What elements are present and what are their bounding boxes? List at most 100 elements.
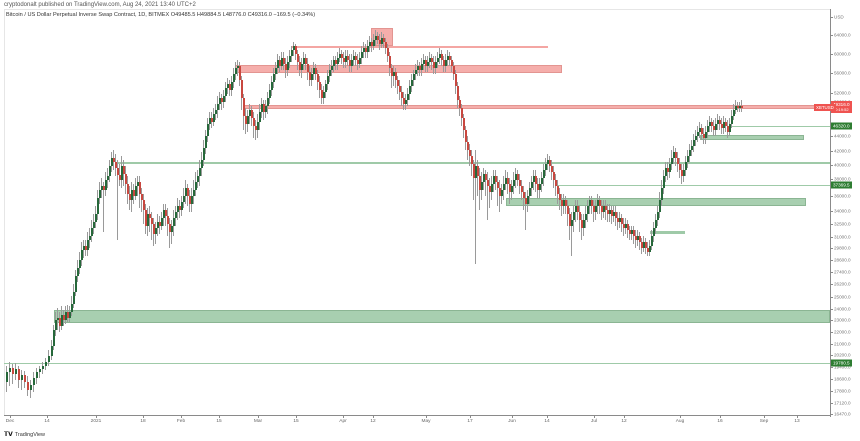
price-tick-label: 34000.0 <box>834 208 851 214</box>
publisher-line: cryptodonalt published on TradingView.co… <box>4 2 196 8</box>
candle-body <box>728 124 731 132</box>
candle-body <box>664 168 667 176</box>
candle-body <box>478 176 481 190</box>
candle-body <box>682 170 685 176</box>
support-zone-23800[interactable] <box>54 310 830 323</box>
price-tick-label: 26200.0 <box>834 281 851 287</box>
candle-body <box>196 176 199 182</box>
time-axis[interactable] <box>4 415 830 416</box>
price-tick <box>830 367 833 368</box>
time-tick-label: Dec <box>5 419 15 424</box>
candle-body <box>322 92 325 98</box>
price-tick <box>830 414 833 415</box>
price-tick-label: 17800.0 <box>834 388 851 394</box>
price-tick-label: 23000.0 <box>834 317 851 323</box>
candle-body <box>442 60 445 66</box>
candle-body <box>230 82 233 90</box>
candle-body <box>162 210 165 218</box>
candle-body <box>616 218 619 222</box>
support-line-19780[interactable] <box>4 363 830 364</box>
candle-body <box>572 212 575 220</box>
candle-body <box>232 74 235 82</box>
candle-body <box>700 128 703 134</box>
candle-body <box>708 122 711 126</box>
candle-body <box>29 385 32 390</box>
support-line-46320[interactable] <box>730 126 830 127</box>
candle-body <box>206 124 209 136</box>
time-tick <box>258 415 259 418</box>
candle-body <box>598 200 601 206</box>
candle-wick <box>149 206 150 232</box>
candle-body <box>576 206 579 212</box>
candle-body <box>410 80 413 86</box>
time-tick <box>181 415 182 418</box>
peak-box[interactable] <box>371 28 393 46</box>
time-tick <box>764 415 765 418</box>
support-line-37369[interactable] <box>557 185 830 186</box>
candle-body <box>252 118 255 126</box>
candle-body <box>148 214 151 218</box>
support-zone-44500[interactable] <box>700 135 804 140</box>
support-line-40500[interactable] <box>118 162 830 164</box>
price-tick-label: 17120.0 <box>834 400 851 406</box>
tradingview-brand[interactable]: 𝗧𝗩 TradingView <box>4 431 45 439</box>
time-tick-label: 18 <box>140 419 146 424</box>
candle-body <box>688 150 691 156</box>
candle-body <box>200 160 203 168</box>
candle-body <box>340 54 343 58</box>
candle-body <box>370 42 373 46</box>
candle-body <box>192 190 195 196</box>
candle-body <box>354 56 357 60</box>
candle-body <box>334 60 337 64</box>
chart-pane[interactable] <box>4 9 831 416</box>
candle-body <box>444 60 447 66</box>
time-tick <box>47 415 48 418</box>
candle-body <box>348 60 351 66</box>
candle-wick <box>151 212 152 240</box>
candle-body <box>216 104 219 110</box>
support-zone-31500[interactable] <box>650 231 685 234</box>
price-tick <box>830 344 833 345</box>
time-tick-label: 12 <box>621 419 627 424</box>
time-tick <box>547 415 548 418</box>
candle-body <box>106 176 109 180</box>
candle-body <box>234 68 237 74</box>
candle-body <box>698 128 701 132</box>
candle-body <box>228 84 231 90</box>
candle-wick <box>605 200 606 220</box>
time-tick <box>512 415 513 418</box>
candle-body <box>560 200 563 206</box>
candle-body <box>304 58 307 64</box>
candle-body <box>344 56 347 62</box>
price-axis[interactable] <box>830 9 831 417</box>
candle-body <box>396 80 399 86</box>
candle-body <box>650 236 653 246</box>
symbol-tag: XBTUSD <box>814 104 836 111</box>
support-zone-35500[interactable] <box>506 198 806 206</box>
resistance-line-top[interactable] <box>292 46 548 48</box>
candle-body <box>406 94 409 100</box>
candle-body <box>220 98 223 102</box>
candle-body <box>634 236 637 240</box>
candle-body <box>718 120 721 124</box>
candle-body <box>14 369 17 374</box>
candle-body <box>374 36 377 40</box>
candle-body <box>186 188 189 196</box>
candle-body <box>8 368 11 372</box>
candle-wick <box>475 150 476 264</box>
candle-body <box>614 212 617 218</box>
candle-body <box>92 222 95 228</box>
candle-body <box>432 62 435 68</box>
candle-body <box>416 66 419 70</box>
candle-body <box>530 182 533 188</box>
candle-body <box>602 206 605 212</box>
candle-body <box>732 110 735 116</box>
time-tick-label: Mar <box>253 419 263 424</box>
candle-body <box>548 160 551 166</box>
candle-body <box>288 56 291 62</box>
candle-body <box>706 126 709 132</box>
candle-body <box>508 184 511 192</box>
candle-body <box>516 174 519 180</box>
candle-body <box>238 66 241 80</box>
candle-body <box>422 60 425 64</box>
